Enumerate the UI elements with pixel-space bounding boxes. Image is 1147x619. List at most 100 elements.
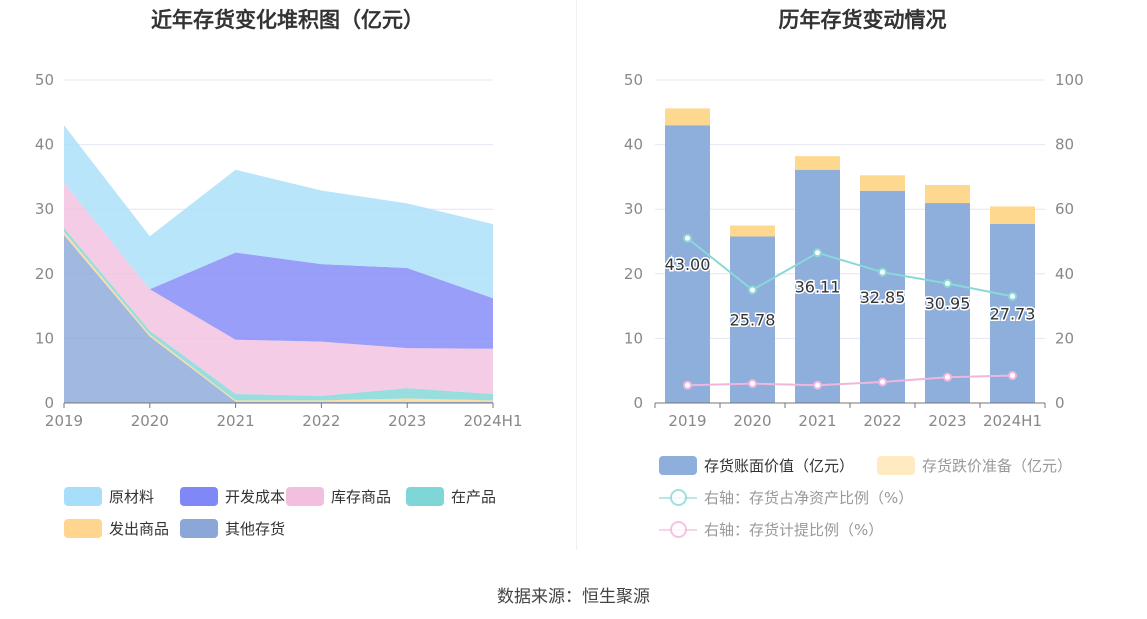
legend-label: 原材料 [109,488,155,506]
y-left-tick-label: 10 [624,329,643,347]
y-right-tick-label: 40 [1055,265,1074,283]
area-其他存货 [64,235,493,403]
legend-swatch [180,487,218,506]
area-开发成本 [64,182,493,349]
x-tick-label: 2020 [131,412,169,430]
legend-label: 存货账面价值（亿元） [704,457,855,475]
x-tick-label: 2024H1 [464,412,523,430]
legend-swatch [64,487,102,506]
x-tick-label: 2019 [668,412,706,430]
bar-存货账面价值（亿元） [860,190,905,403]
line-point [943,278,952,288]
legend-label: 右轴：存货计提比例（%） [704,521,884,539]
x-tick-label: 2023 [388,412,426,430]
legend-swatch [286,487,324,506]
line-point [683,380,692,390]
y-tick-label: 10 [35,329,54,347]
legend-label: 发出商品 [109,520,170,538]
bar-存货跌价准备（亿元） [925,184,970,204]
y-tick-label: 20 [35,265,54,283]
legend-label: 存货跌价准备（亿元） [922,457,1073,475]
bar-存货账面价值（亿元） [730,236,775,403]
data-source: 数据来源：恒生聚源 [497,587,650,607]
legend-item[interactable]: 右轴：存货占净资产比例（%） [659,487,913,508]
line-point [748,285,757,295]
left-chart-title: 近年存货变化堆积图（亿元） [151,8,424,32]
bar-data-label: 36.11 [795,277,841,296]
legend-swatch [877,456,915,475]
legend-item[interactable]: 在产品 [406,486,496,507]
bar-data-label: 43.00 [665,255,711,274]
line-point [748,379,757,389]
x-tick-label: 2022 [302,412,340,430]
bar-data-label: 32.85 [860,288,906,307]
stacked-area-chart: 0 10 20 30 40 50 2019 2020 2021 2022 2023 2024H1 [35,71,523,430]
bar-data-label: 27.73 [990,304,1036,323]
y-left-tick-label: 30 [624,200,643,218]
legend-label: 其他存货 [225,520,286,538]
y-right-tick-label: 80 [1055,136,1074,154]
x-tick-label: 2024H1 [983,412,1042,430]
bar-存货跌价准备（亿元） [860,175,905,191]
legend-item[interactable]: 库存商品 [286,486,391,507]
y-tick-label: 0 [44,394,54,412]
line-point [1008,291,1017,301]
x-tick-label: 2021 [798,412,836,430]
legend-label: 在产品 [451,488,497,506]
legend-swatch [406,487,444,506]
right-chart-title: 历年存货变动情况 [778,8,947,32]
x-tick-label: 2021 [217,412,255,430]
legend-swatch [659,520,697,539]
legend-item[interactable]: 存货账面价值（亿元） [659,455,854,476]
y-right-tick-label: 100 [1055,71,1084,89]
y-right-tick-label: 60 [1055,200,1074,218]
bar-存货跌价准备（亿元） [795,156,840,170]
legend-swatch [659,456,697,475]
area-原材料 [64,125,493,299]
y-tick-label: 50 [35,71,54,89]
legend-item[interactable]: 发出商品 [64,518,169,539]
x-tick-label: 2022 [863,412,901,430]
y-tick-label: 30 [35,200,54,218]
bar-存货账面价值（亿元） [925,203,970,403]
bar-data-label: 25.78 [730,311,776,330]
y-left-tick-label: 20 [624,265,643,283]
legend-label: 右轴：存货占净资产比例（%） [704,489,914,507]
y-tick-label: 40 [35,136,54,154]
legend-label: 开发成本 [225,488,286,506]
y-left-tick-label: 50 [624,71,643,89]
x-tick-label: 2023 [928,412,966,430]
bar-存货跌价准备（亿元） [665,108,710,126]
line-point [813,380,822,390]
bar-存货账面价值（亿元） [665,125,710,403]
bar-存货跌价准备（亿元） [990,206,1035,224]
legend-item[interactable]: 开发成本 [180,486,285,507]
line-point [813,248,822,258]
chart-divider [576,0,577,550]
x-tick-label: 2020 [733,412,771,430]
y-left-tick-label: 0 [633,394,643,412]
line-point [878,267,887,277]
line-point [943,372,952,382]
legend-swatch [180,519,218,538]
line-右轴：存货占净资产比例（%） [686,237,1013,298]
line-右轴：存货计提比例（%） [687,374,1013,387]
bar-存货跌价准备（亿元） [730,225,775,237]
legend-item[interactable]: 其他存货 [180,518,285,539]
legend-item[interactable]: 右轴：存货计提比例（%） [659,519,883,540]
legend-item[interactable]: 存货跌价准备（亿元） [877,455,1072,476]
y-right-tick-label: 20 [1055,329,1074,347]
bar-data-label: 30.95 [925,294,971,313]
y-left-tick-label: 40 [624,136,643,154]
line-point [878,377,887,387]
x-tick-label: 2019 [45,412,83,430]
legend-swatch [659,488,697,507]
y-right-tick-label: 0 [1055,394,1065,412]
line-point [1008,371,1017,381]
legend-item[interactable]: 原材料 [64,486,154,507]
legend-label: 库存商品 [331,488,392,506]
legend-swatch [64,519,102,538]
line-point [683,233,692,243]
area-库存商品 [64,182,493,396]
